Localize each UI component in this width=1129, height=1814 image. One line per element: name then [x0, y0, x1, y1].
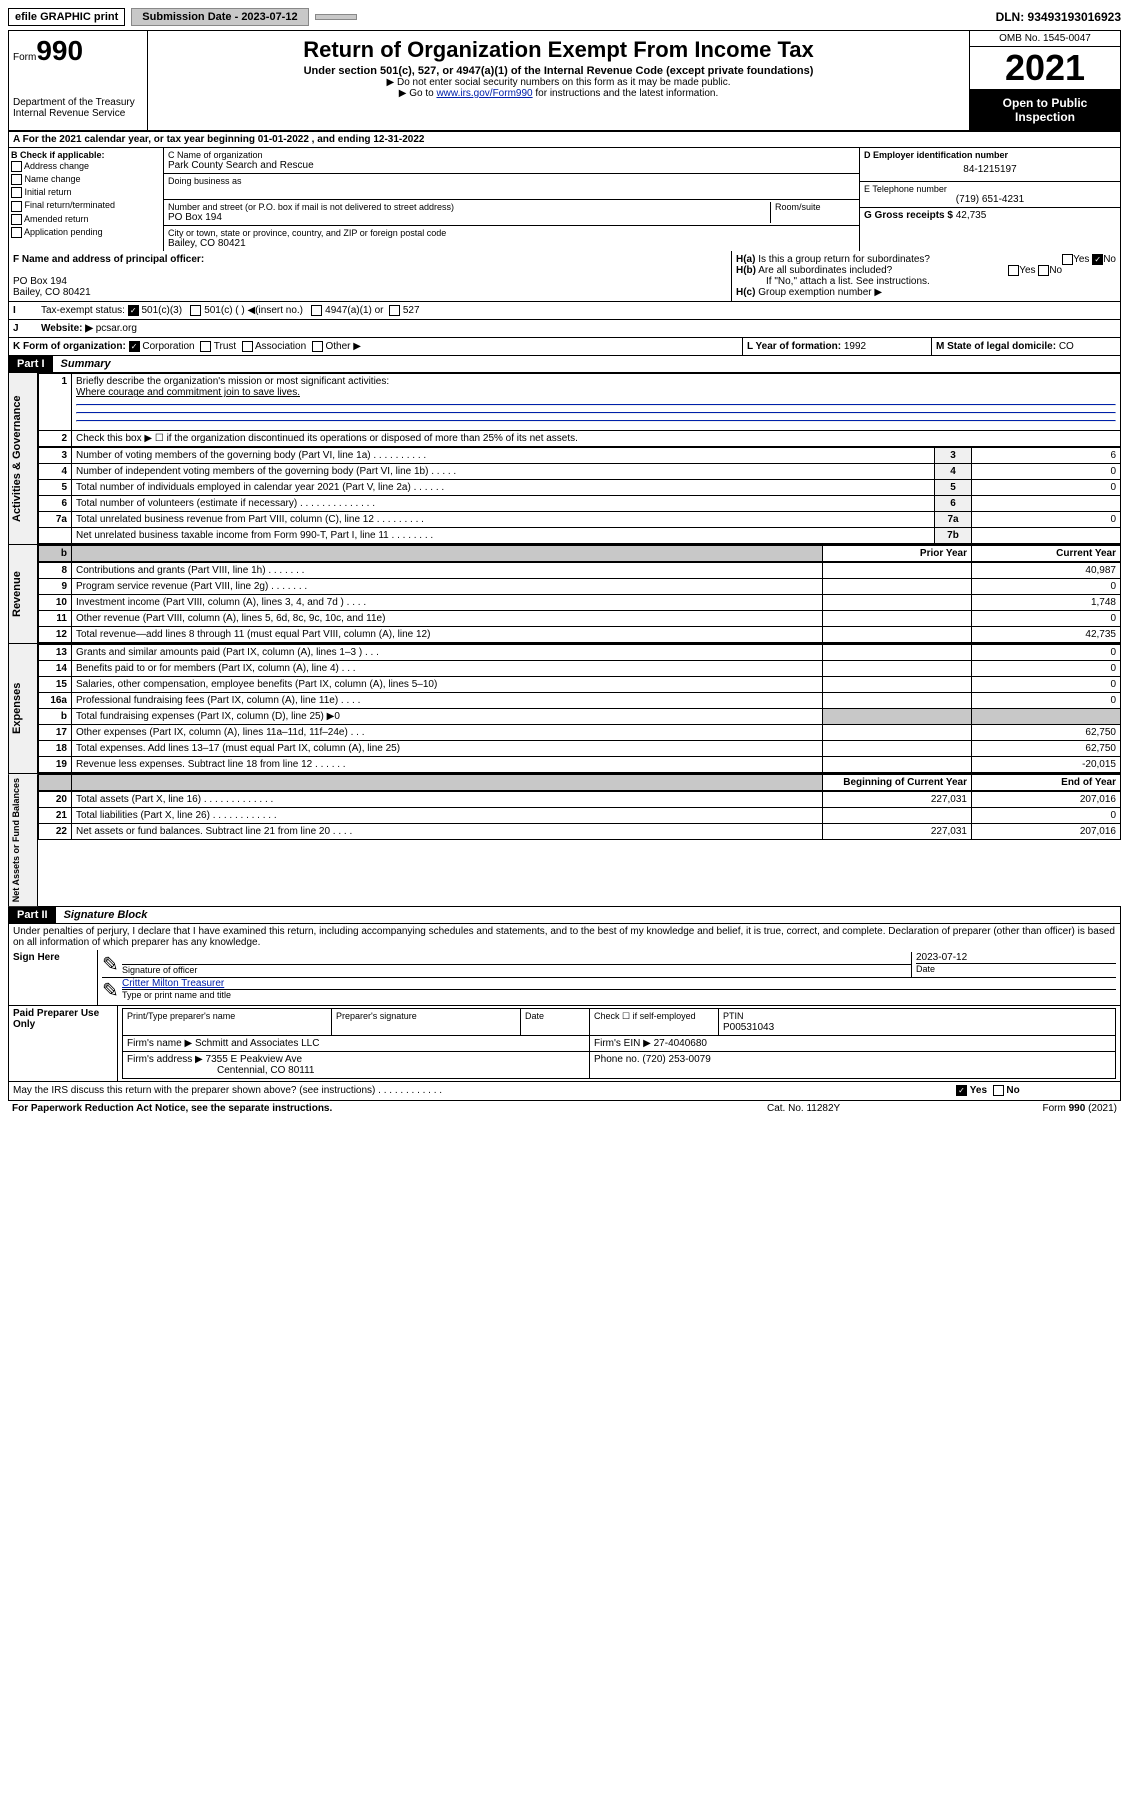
row-a-tax-year: A For the 2021 calendar year, or tax yea… — [8, 132, 1121, 148]
box-b-label: B Check if applicable: — [11, 150, 161, 160]
officer-name: Critter Milton Treasurer — [122, 978, 1116, 990]
mission-text: Where courage and commitment join to sav… — [76, 387, 300, 398]
vlabel-exp: Expenses — [8, 644, 38, 773]
section-netassets: Net Assets or Fund Balances Beginning of… — [8, 774, 1121, 907]
vlabel-net: Net Assets or Fund Balances — [8, 774, 38, 906]
ein-value: 84-1215197 — [864, 160, 1116, 179]
blank-btn[interactable] — [315, 14, 357, 20]
part1-title: Summary — [53, 356, 119, 372]
irs-link[interactable]: www.irs.gov/Form990 — [436, 88, 532, 99]
box-f-label: F Name and address of principal officer: — [13, 254, 204, 265]
paid-prep-label: Paid Preparer Use Only — [9, 1006, 117, 1081]
paid-preparer-block: Paid Preparer Use Only Print/Type prepar… — [8, 1006, 1121, 1082]
website-value: pcsar.org — [96, 323, 137, 334]
city-value: Bailey, CO 80421 — [168, 238, 855, 249]
officer-addr1: PO Box 194 — [13, 276, 67, 287]
section-governance: Activities & Governance 1 Briefly descri… — [8, 373, 1121, 545]
section-bcdeg: B Check if applicable: Address change Na… — [8, 148, 1121, 251]
irs-label: Internal Revenue Service — [13, 108, 143, 119]
city-label: City or town, state or province, country… — [168, 228, 855, 238]
officer-addr2: Bailey, CO 80421 — [13, 287, 91, 298]
note-ssn: ▶ Do not enter social security numbers o… — [152, 77, 965, 88]
top-bar: efile GRAPHIC print Submission Date - 20… — [8, 8, 1121, 26]
tax-year: 2021 — [970, 47, 1120, 90]
box-c-label: C Name of organization — [168, 150, 855, 160]
part2-title: Signature Block — [56, 907, 156, 923]
part1-header-row: Part I Summary — [8, 356, 1121, 373]
street-label: Number and street (or P.O. box if mail i… — [168, 202, 770, 212]
room-label: Room/suite — [775, 202, 855, 212]
vlabel-gov: Activities & Governance — [8, 373, 38, 544]
footer-row: For Paperwork Reduction Act Notice, see … — [8, 1101, 1121, 1116]
box-d-label: D Employer identification number — [864, 150, 1116, 160]
part2-badge: Part II — [9, 907, 56, 923]
dept-label: Department of the Treasury — [13, 97, 143, 108]
row-i: I Tax-exempt status: 501(c)(3) 501(c) ( … — [8, 302, 1121, 320]
efile-label: efile GRAPHIC print — [8, 8, 125, 26]
box-e-label: E Telephone number — [864, 184, 1116, 194]
omb-label: OMB No. 1545-0047 — [970, 31, 1120, 47]
may-irs-row: May the IRS discuss this return with the… — [8, 1082, 1121, 1100]
street-value: PO Box 194 — [168, 212, 770, 223]
open-public: Open to Public Inspection — [970, 90, 1120, 130]
row-j: J Website: ▶ pcsar.org — [8, 320, 1121, 338]
dba-label: Doing business as — [168, 176, 855, 186]
section-revenue: Revenue b Prior Year Current Year 8Contr… — [8, 545, 1121, 644]
phone-value: (719) 651-4231 — [864, 194, 1116, 205]
row-fh: F Name and address of principal officer:… — [8, 251, 1121, 302]
declaration-text: Under penalties of perjury, I declare th… — [8, 924, 1121, 950]
note-goto: ▶ Go to www.irs.gov/Form990 for instruct… — [152, 88, 965, 99]
dln-label: DLN: 93493193016923 — [996, 10, 1121, 24]
sign-here-block: Sign Here ✎ Signature of officer 2023-07… — [8, 950, 1121, 1006]
org-name: Park County Search and Rescue — [168, 160, 855, 171]
form-word: Form — [13, 52, 36, 63]
form-title: Return of Organization Exempt From Incom… — [152, 37, 965, 63]
form-header: Form990 Department of the Treasury Inter… — [8, 30, 1121, 132]
vlabel-rev: Revenue — [8, 545, 38, 643]
form-subtitle: Under section 501(c), 527, or 4947(a)(1)… — [152, 65, 965, 77]
part1-badge: Part I — [9, 356, 53, 372]
part2-header-row: Part II Signature Block — [8, 907, 1121, 924]
form-number: 990 — [36, 35, 83, 66]
submission-date-btn[interactable]: Submission Date - 2023-07-12 — [131, 8, 308, 26]
row-klm: K Form of organization: Corporation Trus… — [8, 338, 1121, 356]
gross-receipts: 42,735 — [956, 210, 987, 221]
sign-here-label: Sign Here — [9, 950, 97, 1005]
box-g-label: G Gross receipts $ — [864, 210, 953, 221]
section-expenses: Expenses 13Grants and similar amounts pa… — [8, 644, 1121, 774]
